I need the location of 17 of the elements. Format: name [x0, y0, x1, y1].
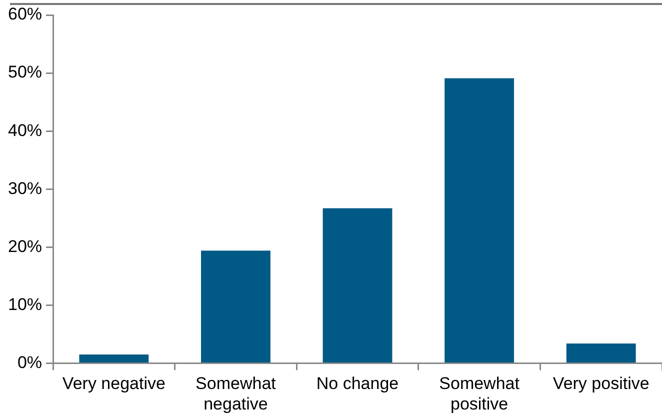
bar: [566, 343, 636, 362]
bar: [201, 250, 270, 362]
y-tick-label: 60%: [8, 4, 42, 24]
bar: [322, 208, 392, 362]
x-tick-label: Somewhat positive: [439, 374, 520, 414]
bar: [79, 354, 149, 362]
y-tick-label: 30%: [8, 178, 42, 198]
y-tick-label: 20%: [8, 236, 42, 256]
y-tick-label: 50%: [8, 62, 42, 82]
bar: [444, 78, 514, 362]
y-tick-label: 40%: [8, 120, 42, 140]
x-tick-label: Somewhat negative: [196, 374, 276, 414]
y-tick-label: 10%: [8, 294, 42, 314]
x-tick-label: Very negative: [62, 374, 166, 394]
x-tick-label: No change: [316, 374, 399, 394]
y-tick-label: 0%: [17, 352, 42, 372]
x-tick-label: Very positive: [552, 374, 650, 394]
